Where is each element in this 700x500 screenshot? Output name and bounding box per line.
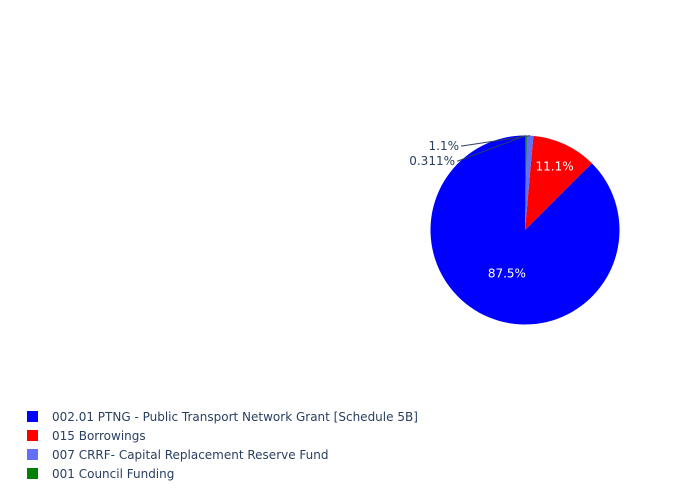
legend-label-007-crrf-capital-replacement-reserve-fund[interactable]: 007 CRRF- Capital Replacement Reserve Fu…: [52, 448, 329, 462]
slice-label-1: 11.1%: [536, 160, 574, 174]
legend-label-002-01-ptng-public-transport-network-grant-schedule-5b[interactable]: 002.01 PTNG - Public Transport Network G…: [52, 410, 418, 424]
pie-slice-labels: 87.5% 11.1% 1.1%0.311%: [409, 135, 574, 281]
pie-slice-001-council-funding[interactable]: [525, 135, 527, 231]
slice-label-3: 0.311%: [409, 154, 455, 168]
legend-label-015-borrowings[interactable]: 015 Borrowings: [52, 429, 146, 443]
pie-slice-002-01-ptng-public-transport-network-grant-schedule-5b[interactable]: [430, 135, 620, 325]
pie-slice-007-crrf-capital-replacement-reserve-fund[interactable]: [525, 135, 534, 230]
legend-swatch-015-borrowings[interactable]: [27, 430, 38, 441]
legend-swatch-007-crrf-capital-replacement-reserve-fund[interactable]: [27, 449, 38, 460]
legend: 002.01 PTNG - Public Transport Network G…: [27, 410, 418, 481]
slice-leader-line-2: [461, 135, 531, 147]
slice-label-2: 1.1%: [429, 139, 460, 153]
legend-swatch-002-01-ptng-public-transport-network-grant-schedule-5b[interactable]: [27, 411, 38, 422]
slice-label-0: 87.5%: [488, 267, 526, 281]
pie-slices: [430, 135, 620, 325]
legend-swatch-001-council-funding[interactable]: [27, 468, 38, 479]
slice-leader-line-3: [457, 135, 527, 162]
pie-slice-015-borrowings[interactable]: [525, 135, 592, 230]
legend-label-001-council-funding[interactable]: 001 Council Funding: [52, 467, 174, 481]
